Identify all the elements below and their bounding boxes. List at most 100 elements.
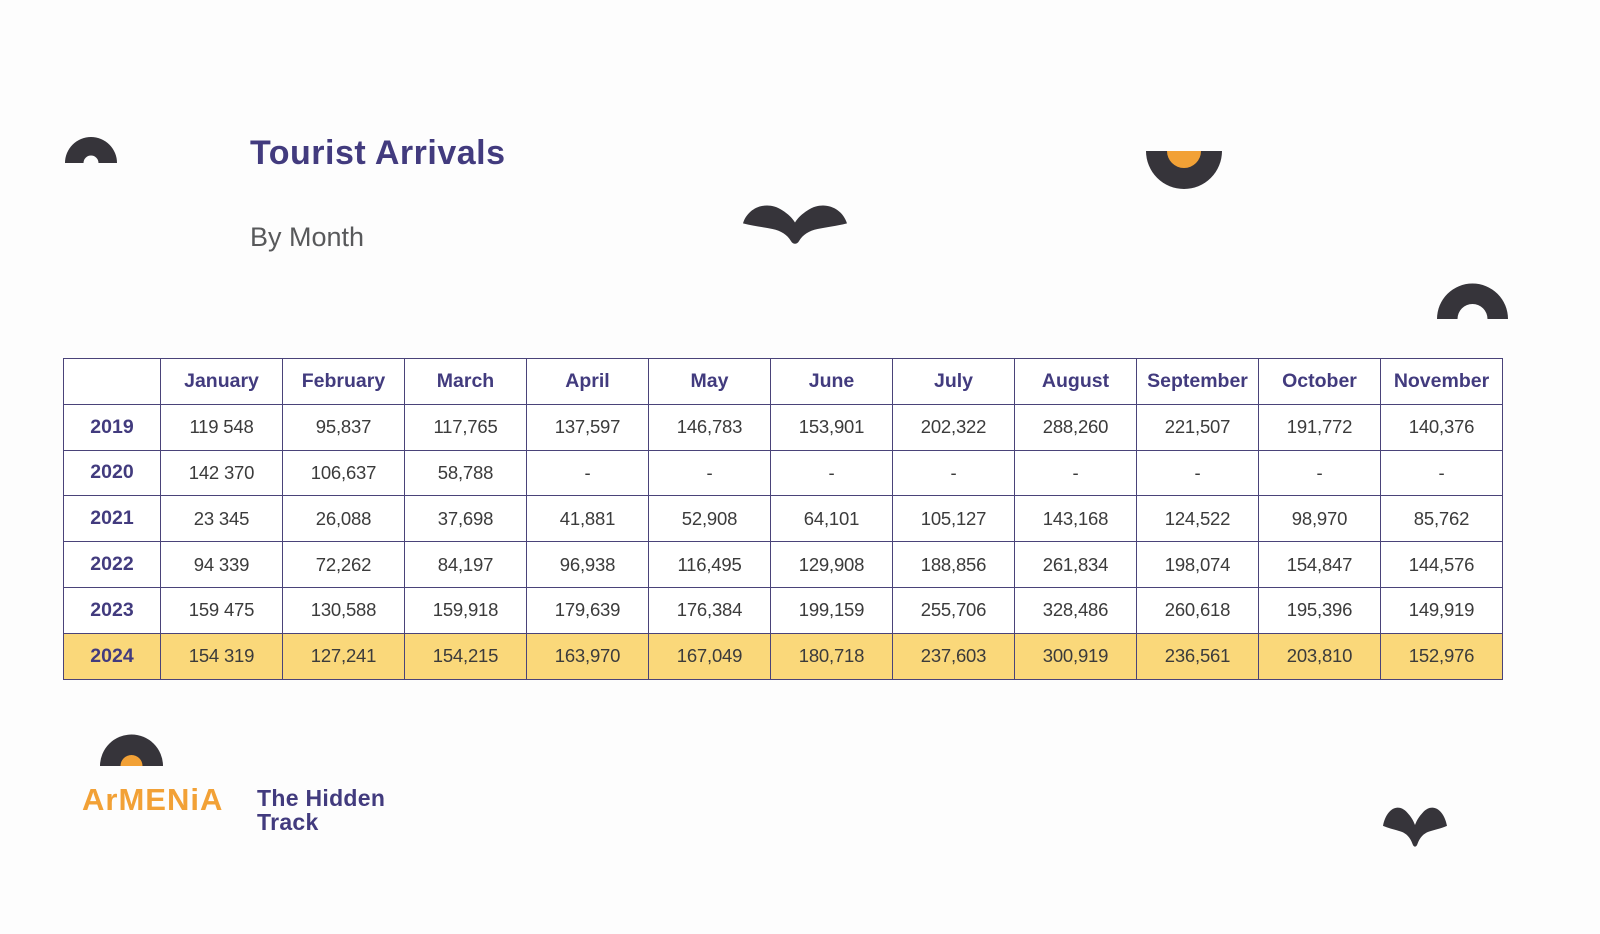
column-header-january: January	[160, 358, 283, 405]
page-subtitle: By Month	[250, 222, 365, 252]
cell-2020-april: -	[526, 449, 649, 497]
cell-2024-july: 237,603	[892, 632, 1015, 680]
cell-2021-november: 85,762	[1380, 495, 1503, 543]
cell-2023-may: 176,384	[648, 586, 771, 634]
column-header-june: June	[770, 358, 893, 405]
cell-2022-april: 96,938	[526, 541, 649, 588]
column-header-may: May	[648, 358, 771, 405]
logo-brand-text: ArMENiA	[82, 782, 224, 817]
column-header-november: November	[1380, 358, 1503, 405]
cell-2020-september: -	[1136, 449, 1259, 497]
cell-2019-january: 119 548	[160, 403, 283, 451]
table-row-2024: 2024 154 319 127,241 154,215 163,970 167,049 1…	[63, 632, 1503, 680]
cell-2024-march: 154,215	[404, 632, 527, 680]
row-header-2022: 2022	[63, 541, 161, 588]
cell-2020-march: 58,788	[404, 449, 527, 497]
cell-2022-november: 144,576	[1380, 541, 1503, 588]
page-title: Tourist Arrivals	[250, 134, 506, 172]
cell-2023-september: 260,618	[1136, 586, 1259, 634]
cell-2021-january: 23 345	[160, 495, 283, 543]
column-header-april: April	[526, 358, 649, 405]
cell-2021-february: 26,088	[282, 495, 405, 543]
cell-2019-august: 288,260	[1014, 403, 1137, 451]
sunset-bowl-icon	[1146, 151, 1222, 192]
column-header-october: October	[1258, 358, 1381, 405]
column-header-february: February	[282, 358, 405, 405]
cell-2023-july: 255,706	[892, 586, 1015, 634]
cell-2020-august: -	[1014, 449, 1137, 497]
cell-2021-october: 98,970	[1258, 495, 1381, 543]
table-container: January February March April May June July Augu…	[63, 358, 1503, 680]
cell-2022-january: 94 339	[160, 541, 283, 588]
cell-2022-march: 84,197	[404, 541, 527, 588]
cell-2020-november: -	[1380, 449, 1503, 497]
table-row-2021: 2021 23 345 26,088 37,698 41,881 52,908 64,101…	[63, 495, 1503, 543]
arrivals-table: January February March April May June July Augu…	[63, 358, 1503, 680]
logo-tagline-line2: Track	[257, 808, 319, 835]
logo-tagline-line1: The Hidden	[257, 785, 386, 811]
cell-2024-january: 154 319	[160, 632, 283, 680]
arch-notch-icon	[65, 136, 117, 163]
cell-2020-january: 142 370	[160, 449, 283, 497]
rainbow-arch-icon	[1437, 282, 1508, 319]
cell-2023-november: 149,919	[1380, 586, 1503, 634]
cell-2022-september: 198,074	[1136, 541, 1259, 588]
row-header-2024: 2024	[63, 632, 161, 680]
logo-tagline: The Hidden Track	[257, 785, 386, 835]
row-header-2023: 2023	[63, 586, 161, 634]
cell-2021-june: 64,101	[770, 495, 893, 543]
cell-2024-february: 127,241	[282, 632, 405, 680]
bird-small-icon	[1383, 800, 1447, 848]
cell-2019-october: 191,772	[1258, 403, 1381, 451]
cell-2024-september: 236,561	[1136, 632, 1259, 680]
cell-2019-february: 95,837	[282, 403, 405, 451]
row-header-2021: 2021	[63, 495, 161, 543]
cell-2024-june: 180,718	[770, 632, 893, 680]
cell-2022-february: 72,262	[282, 541, 405, 588]
cell-2023-march: 159,918	[404, 586, 527, 634]
cell-2024-april: 163,970	[526, 632, 649, 680]
column-header-september: September	[1136, 358, 1259, 405]
cell-2020-july: -	[892, 449, 1015, 497]
cell-2019-may: 146,783	[648, 403, 771, 451]
cell-2019-june: 153,901	[770, 403, 893, 451]
cell-2021-august: 143,168	[1014, 495, 1137, 543]
cell-2024-november: 152,976	[1380, 632, 1503, 680]
cell-2024-august: 300,919	[1014, 632, 1137, 680]
table-corner-cell	[63, 358, 161, 405]
cell-2022-august: 261,834	[1014, 541, 1137, 588]
cell-2022-june: 129,908	[770, 541, 893, 588]
table-row-2020: 2020 142 370 106,637 58,788- - - - - - - -	[63, 449, 1503, 497]
cell-2022-may: 116,495	[648, 541, 771, 588]
cell-2023-april: 179,639	[526, 586, 649, 634]
cell-2020-october: -	[1258, 449, 1381, 497]
cell-2024-may: 167,049	[648, 632, 771, 680]
logo-arch-icon	[100, 727, 163, 766]
cell-2021-march: 37,698	[404, 495, 527, 543]
column-header-august: August	[1014, 358, 1137, 405]
cell-2019-september: 221,507	[1136, 403, 1259, 451]
cell-2019-november: 140,376	[1380, 403, 1503, 451]
table-row-2023: 2023 159 475 130,588 159,918 179,639 176,384 1…	[63, 586, 1503, 634]
cell-2019-april: 137,597	[526, 403, 649, 451]
cell-2023-january: 159 475	[160, 586, 283, 634]
column-header-march: March	[404, 358, 527, 405]
cell-2023-june: 199,159	[770, 586, 893, 634]
cell-2023-october: 195,396	[1258, 586, 1381, 634]
cell-2022-july: 188,856	[892, 541, 1015, 588]
cell-2019-july: 202,322	[892, 403, 1015, 451]
cell-2023-february: 130,588	[282, 586, 405, 634]
table-row-2019: 2019 119 548 95,837 117,765 137,597 146,783 15…	[63, 403, 1503, 451]
cell-2024-october: 203,810	[1258, 632, 1381, 680]
cell-2023-august: 328,486	[1014, 586, 1137, 634]
bird-icon	[743, 198, 847, 245]
cell-2020-june: -	[770, 449, 893, 497]
table-row-2022: 2022 94 339 72,262 84,197 96,938 116,495 129,9…	[63, 541, 1503, 588]
cell-2021-july: 105,127	[892, 495, 1015, 543]
header-row: January February March April May June July Augu…	[63, 358, 1503, 405]
column-header-july: July	[892, 358, 1015, 405]
cell-2019-march: 117,765	[404, 403, 527, 451]
cell-2020-february: 106,637	[282, 449, 405, 497]
cell-2021-september: 124,522	[1136, 495, 1259, 543]
cell-2020-may: -	[648, 449, 771, 497]
